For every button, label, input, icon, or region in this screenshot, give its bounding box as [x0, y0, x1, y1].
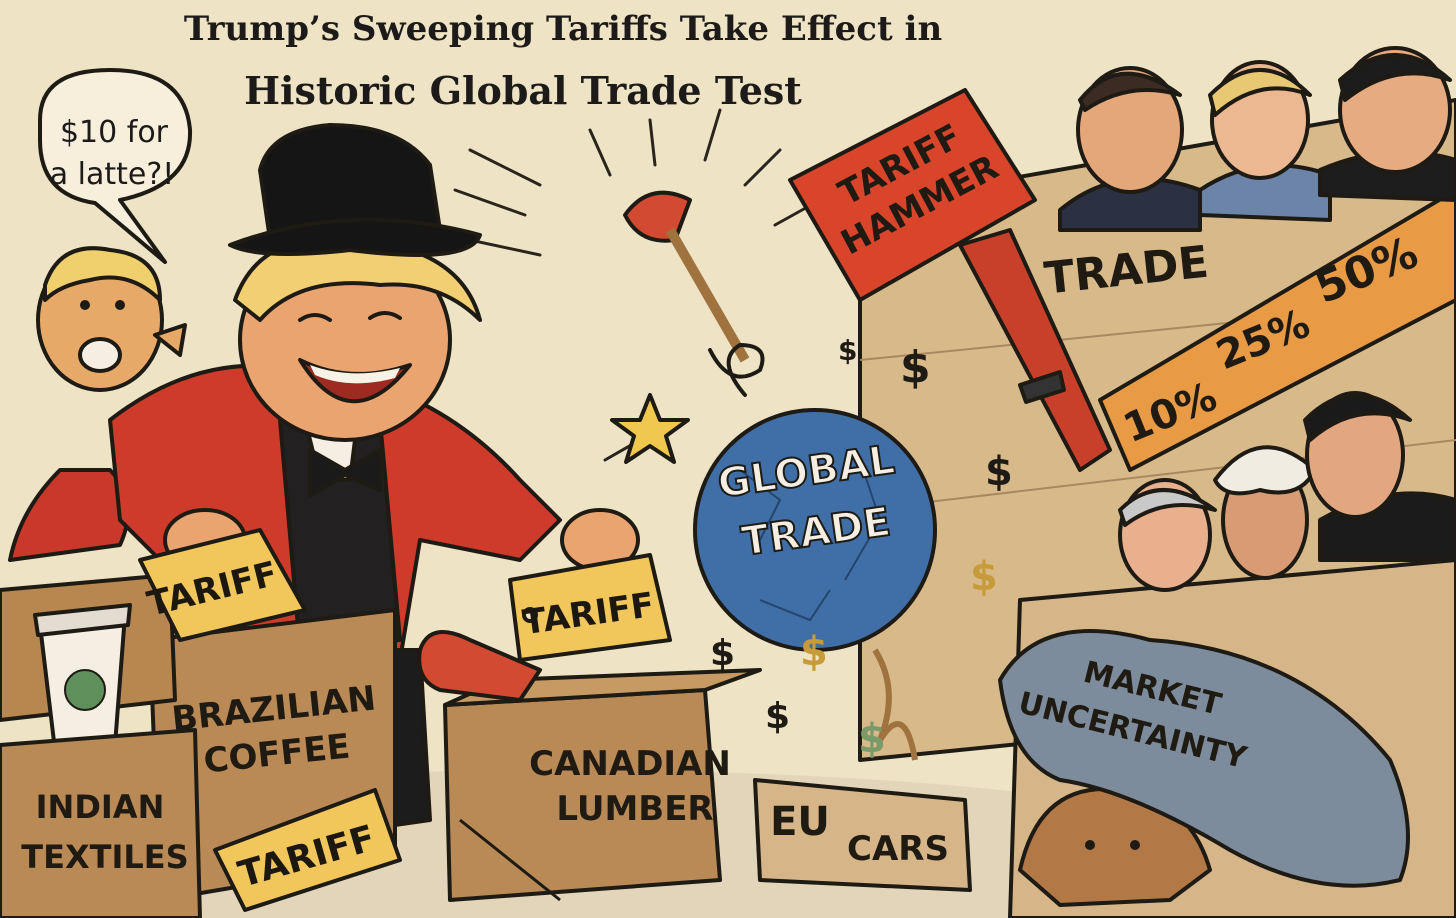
- speech-line-2: a latte?!: [50, 157, 175, 192]
- spectators-bottom: [1118, 391, 1456, 592]
- speech-bubble: $10 for a latte?!: [38, 68, 193, 264]
- fallen-mallet: [417, 630, 542, 702]
- crate-canadian-line-2: LUMBER: [556, 789, 713, 829]
- tariff-tag-center: [508, 553, 672, 662]
- small-head-caricature: [36, 246, 187, 392]
- crate-indian-line-1: INDIAN: [36, 788, 165, 826]
- dollar-sign: $: [900, 342, 931, 393]
- dollar-sign: $: [800, 629, 828, 675]
- crate-eu-line-1: EU: [770, 799, 830, 845]
- crate-eu-line-2: CARS: [847, 829, 949, 869]
- crate-indian-line-2: TEXTILES: [21, 838, 188, 876]
- dollar-sign: $: [985, 449, 1013, 495]
- crate-canadian-lumber: [443, 668, 762, 902]
- star-burst: [610, 393, 690, 464]
- tariff-hammer: [788, 88, 1112, 472]
- headline-line-2: Historic Global Trade Test: [244, 68, 802, 113]
- crate-eu-cars: [753, 778, 972, 892]
- spectators-top: [1058, 46, 1456, 232]
- crate-canadian-line-1: CANADIAN: [529, 744, 731, 784]
- tariff-tag-bottom: [213, 788, 402, 912]
- mallet-and-rope: [623, 190, 765, 397]
- coffee-cup: [33, 603, 132, 752]
- dollar-sign: $: [710, 633, 735, 674]
- wrecking-ball: [693, 408, 937, 761]
- crate-indian-textiles: [0, 728, 202, 918]
- dollar-signs: $ $ $ $ $ $ $ $: [710, 334, 1013, 762]
- dollar-sign: $: [838, 334, 857, 367]
- dollar-sign: $: [858, 716, 886, 762]
- speech-line-1: $10 for: [60, 115, 169, 150]
- dollar-sign: $: [970, 554, 998, 600]
- headline-line-1: Trump’s Sweeping Tariffs Take Effect in: [184, 9, 942, 49]
- tariff-tag-in-hand: [138, 528, 307, 642]
- bull-under-blanket: [998, 629, 1410, 907]
- dollar-sign: $: [765, 696, 790, 737]
- ringmaster-figure: [8, 123, 640, 832]
